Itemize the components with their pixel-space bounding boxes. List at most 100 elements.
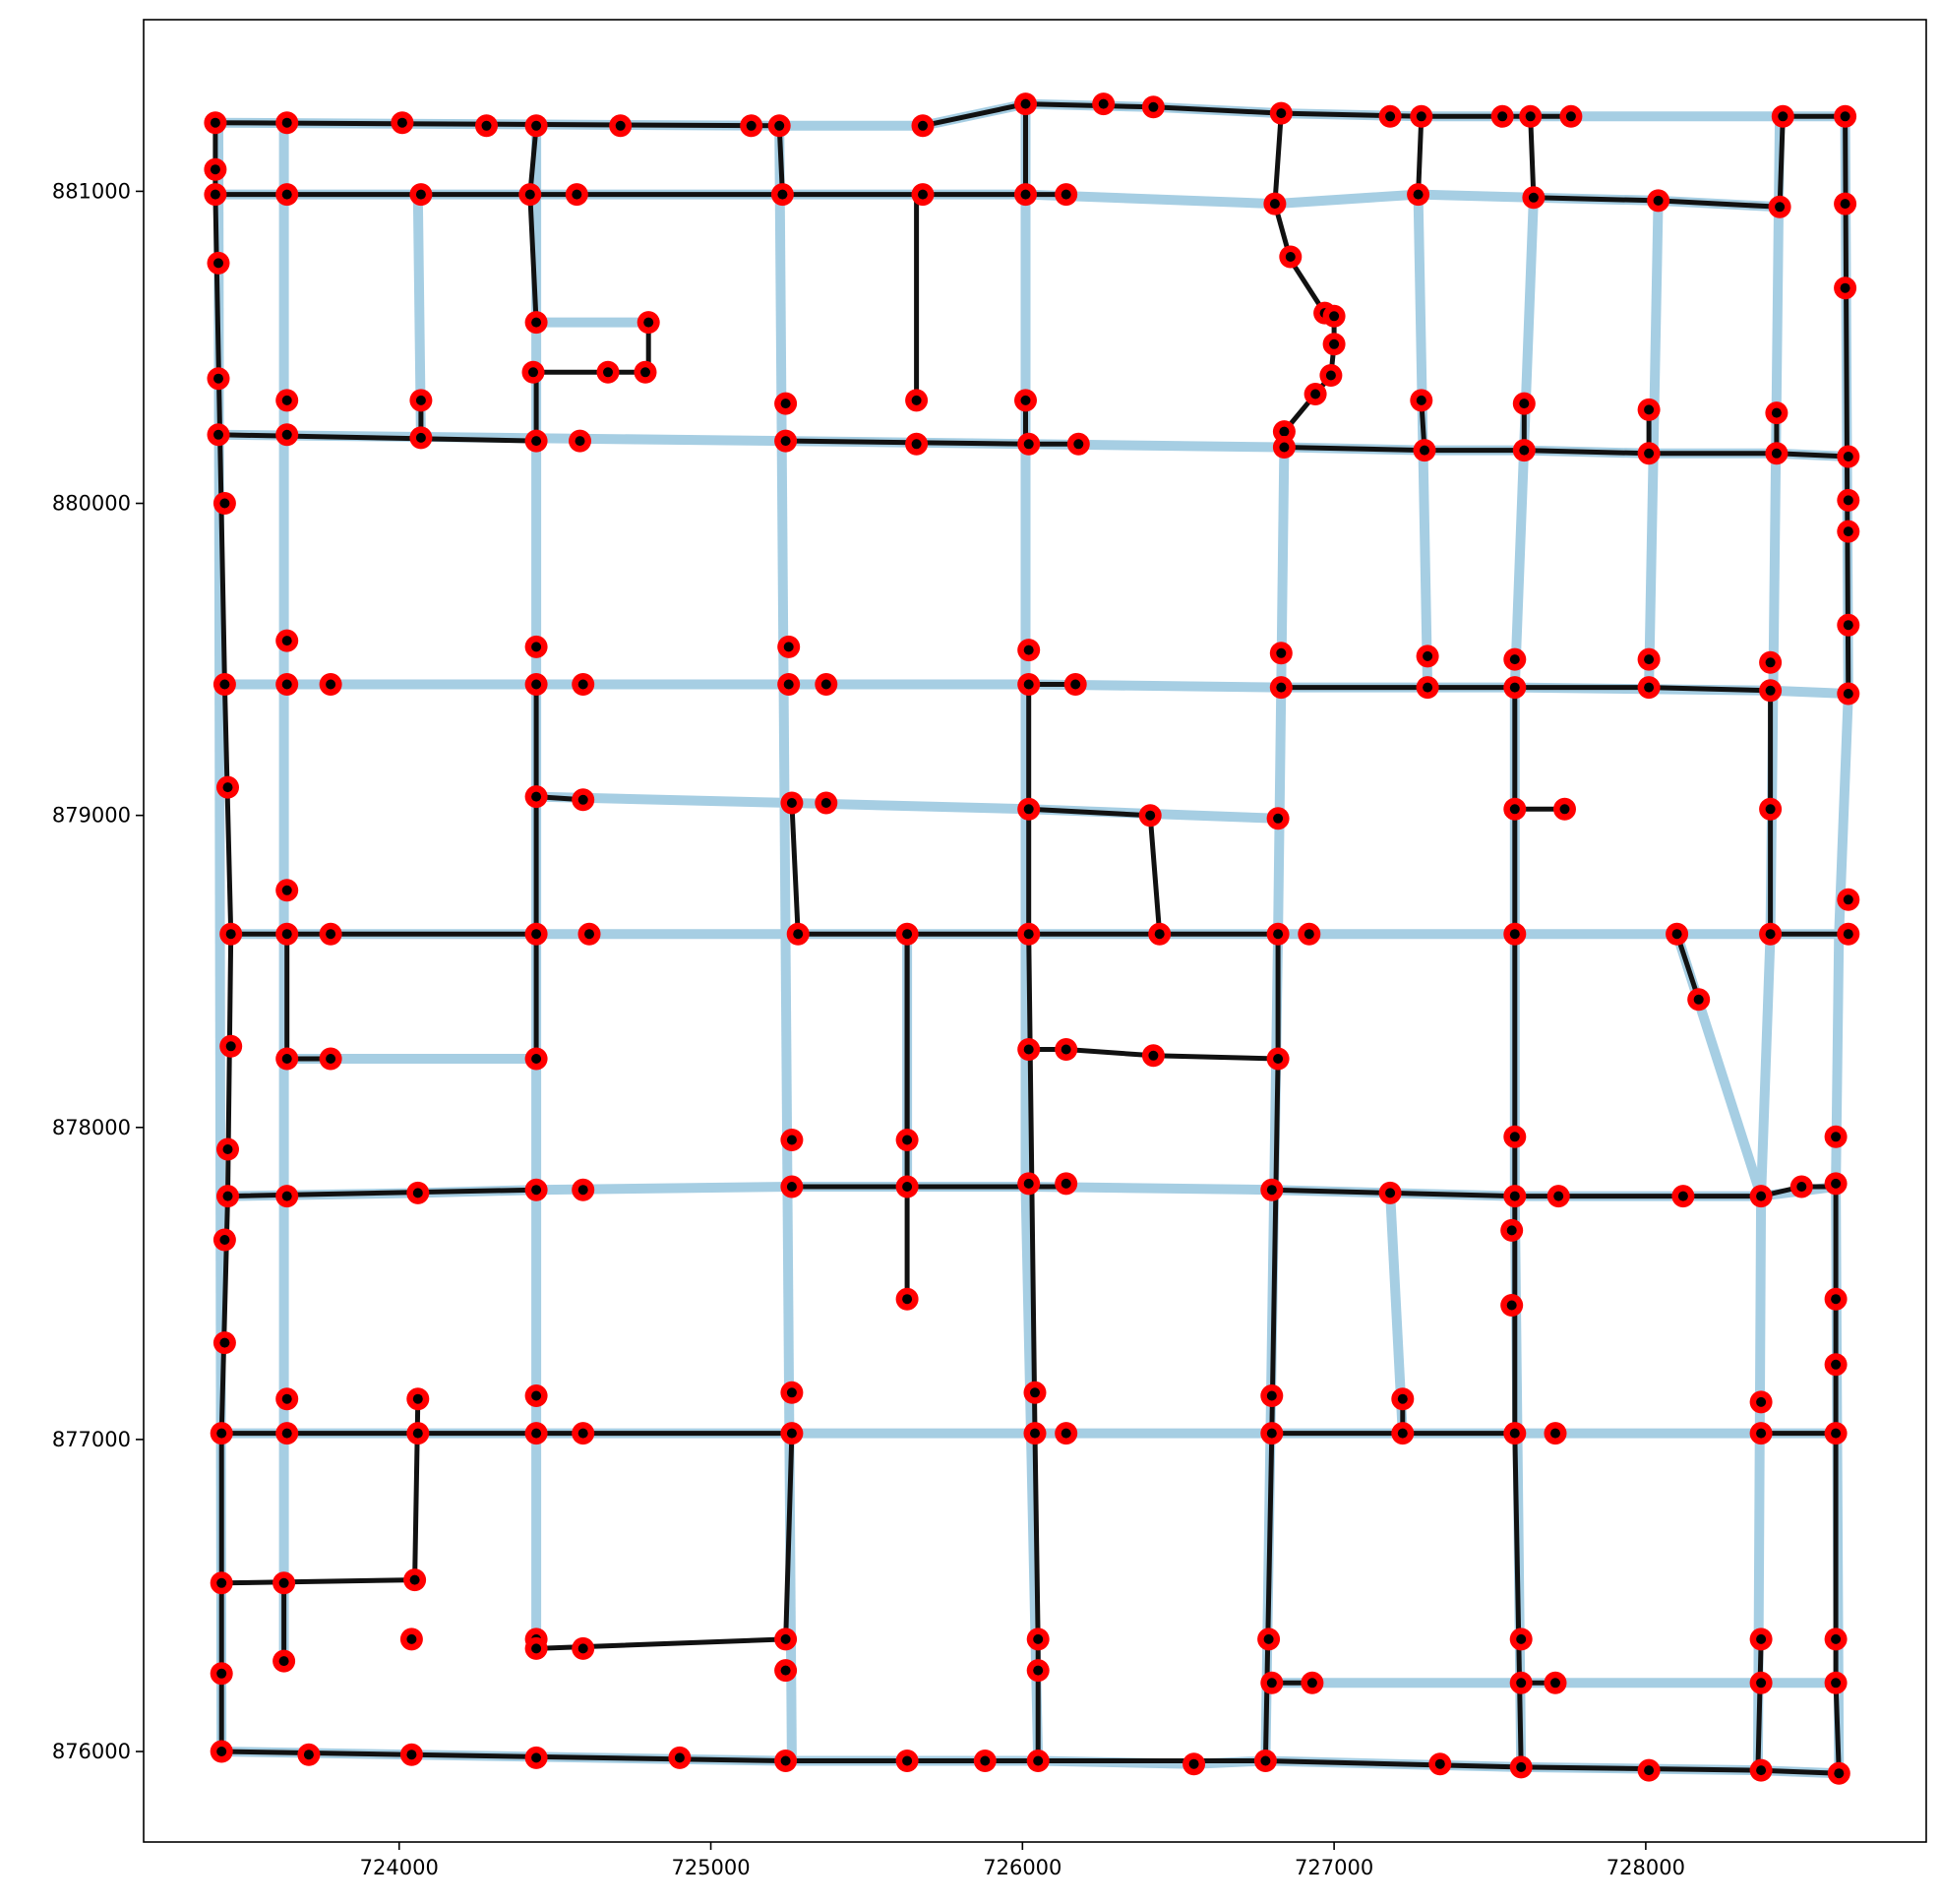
network-node — [1837, 614, 1859, 637]
network-node — [211, 1741, 233, 1763]
network-node — [275, 183, 298, 206]
node-center — [1510, 1132, 1520, 1141]
network-node — [213, 1331, 236, 1354]
node-center — [216, 1747, 226, 1756]
node-center — [1061, 1429, 1071, 1439]
node-center — [397, 118, 407, 128]
node-center — [1148, 1051, 1158, 1061]
node-center — [282, 1192, 292, 1201]
network-node — [1638, 399, 1661, 421]
node-center — [1033, 1756, 1043, 1766]
y-tick-label: 877000 — [52, 1428, 131, 1451]
node-center — [578, 680, 588, 690]
network-node — [1687, 988, 1710, 1011]
network-node — [569, 430, 591, 453]
network-node — [409, 183, 432, 206]
network-node — [1410, 389, 1432, 411]
node-center — [211, 118, 220, 128]
network-node — [1503, 1185, 1526, 1207]
node-center — [1276, 108, 1286, 118]
node-center — [1267, 1678, 1277, 1688]
node-center — [1772, 449, 1782, 459]
node-center — [531, 1185, 541, 1195]
network-node — [1270, 102, 1293, 125]
network-node — [518, 183, 541, 206]
network-node — [1428, 1752, 1451, 1775]
node-center — [1766, 657, 1776, 667]
node-center — [1276, 683, 1286, 693]
network-node — [525, 1179, 548, 1201]
network-node — [216, 776, 239, 799]
node-center — [531, 929, 541, 939]
network-node — [1017, 1038, 1040, 1061]
node-center — [531, 121, 541, 131]
node-center — [1510, 929, 1520, 939]
network-node — [1263, 193, 1286, 215]
node-center — [1766, 929, 1776, 939]
node-center — [416, 190, 426, 200]
node-center — [1510, 1429, 1520, 1439]
node-center — [1260, 1756, 1270, 1766]
node-center — [1560, 804, 1570, 814]
network-node — [1024, 1422, 1047, 1444]
node-center — [1775, 202, 1785, 212]
network-node — [208, 423, 230, 446]
node-center — [1267, 1391, 1277, 1401]
x-tick-label: 727000 — [1295, 1856, 1373, 1879]
node-center — [531, 1752, 541, 1762]
network-node — [275, 1422, 298, 1444]
network-node — [204, 158, 226, 181]
network-node — [1500, 1219, 1523, 1242]
network-node — [896, 1288, 919, 1311]
node-center — [282, 396, 292, 405]
node-center — [1398, 1394, 1408, 1404]
network-node — [780, 1129, 803, 1151]
network-node — [1503, 923, 1526, 946]
node-center — [1070, 680, 1080, 690]
network-node — [1837, 446, 1859, 468]
node-center — [219, 1338, 229, 1348]
network-node — [1017, 433, 1040, 456]
x-tick-label: 725000 — [671, 1856, 750, 1879]
node-center — [902, 1294, 912, 1304]
node-center — [531, 1391, 541, 1401]
node-center — [1420, 446, 1429, 456]
node-center — [1844, 689, 1853, 699]
node-center — [226, 1041, 236, 1051]
network-node — [525, 311, 548, 334]
network-node — [275, 111, 298, 134]
network-node — [1270, 676, 1293, 699]
network-node — [1491, 105, 1514, 128]
network-node — [1750, 1628, 1773, 1650]
network-node — [1759, 651, 1782, 674]
node-center — [1510, 1192, 1520, 1201]
node-center — [781, 399, 791, 408]
node-center — [1304, 929, 1314, 939]
node-center — [787, 1136, 797, 1145]
node-center — [912, 439, 922, 449]
node-center — [781, 436, 791, 446]
node-center — [1831, 1678, 1841, 1688]
node-center — [1310, 390, 1320, 399]
node-center — [1398, 1429, 1408, 1439]
network-node — [609, 114, 632, 137]
network-node — [1553, 798, 1576, 821]
node-center — [1423, 683, 1432, 693]
node-center — [1553, 1192, 1563, 1201]
node-center — [1756, 1678, 1766, 1688]
node-center — [1417, 396, 1426, 405]
node-center — [1654, 196, 1664, 206]
network-node — [1139, 804, 1162, 827]
node-center — [1286, 252, 1296, 262]
node-center — [531, 642, 541, 651]
network-node — [780, 792, 803, 815]
network-node — [1273, 436, 1296, 459]
node-center — [1414, 190, 1424, 200]
node-center — [1644, 404, 1654, 414]
y-tick-label: 876000 — [52, 1740, 131, 1763]
network-node — [400, 1628, 423, 1650]
network-node — [406, 1422, 429, 1444]
node-center — [578, 1429, 588, 1439]
node-center — [1566, 111, 1576, 121]
network-node — [275, 923, 298, 946]
